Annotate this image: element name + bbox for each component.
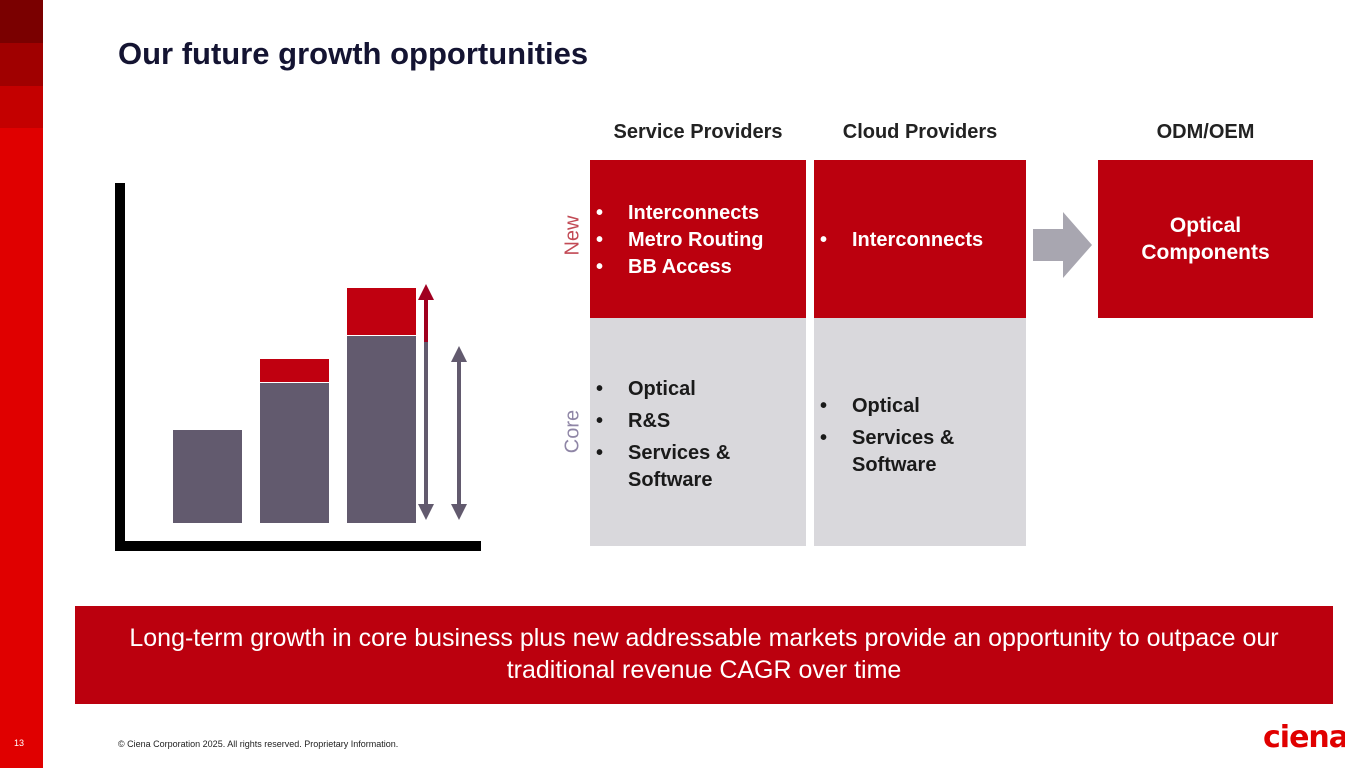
chart-x-axis [115, 541, 481, 551]
chart-bar-core [260, 383, 329, 523]
svg-text:ciena: ciena [1263, 720, 1345, 750]
list-item: Optical [590, 376, 806, 403]
accent-block [0, 43, 43, 86]
list-item: Optical [814, 393, 1026, 420]
row-label-new: New [561, 215, 584, 256]
list-item: Interconnects [590, 200, 806, 227]
cell-cloud-core: Optical Services & Software [814, 318, 1026, 546]
chart-bar-core [347, 336, 416, 523]
chart-bar-new [347, 288, 416, 335]
cell-service-core: Optical R&S Services & Software [590, 318, 806, 546]
right-arrow-icon [1033, 212, 1092, 278]
page-number: 13 [14, 738, 25, 748]
column-header-odm-oem: ODM/OEM [1156, 121, 1255, 143]
chart-y-axis [115, 183, 125, 551]
total-growth-arrow [418, 342, 434, 520]
accent-block [0, 0, 43, 43]
list-item: BB Access [590, 254, 806, 281]
service-core-list: Optical R&S Services & Software [590, 376, 806, 494]
list-item: Interconnects [814, 227, 1026, 254]
cloud-new-list: Interconnects [814, 227, 1026, 254]
chart-bar-core [173, 430, 242, 523]
accent-block [0, 86, 43, 128]
list-item: Services & Software [814, 425, 1026, 479]
summary-banner: Long-term growth in core business plus n… [75, 606, 1333, 704]
column-header-cloud-providers: Cloud Providers [842, 121, 998, 143]
core-growth-arrow [451, 346, 467, 520]
growth-arrows [418, 284, 467, 520]
service-new-list: Interconnects Metro Routing BB Access [590, 200, 806, 281]
list-item: Metro Routing [590, 227, 806, 254]
cloud-core-list: Optical Services & Software [814, 393, 1026, 479]
chart-bar-new [260, 359, 329, 382]
new-growth-arrow [418, 284, 434, 344]
column-header-service-providers: Service Providers [613, 121, 783, 143]
side-accent-bar [0, 0, 43, 768]
cell-cloud-new: Interconnects [814, 160, 1026, 318]
row-label-core: Core [561, 409, 584, 454]
cell-service-new: Interconnects Metro Routing BB Access [590, 160, 806, 318]
ciena-logo: ciena [1263, 720, 1345, 750]
list-item: R&S [590, 408, 806, 435]
slide-title: Our future growth opportunities [118, 36, 589, 71]
copyright-footer: © Ciena Corporation 2025. All rights res… [118, 739, 399, 749]
cell-odm-oem: Optical Components [1098, 160, 1313, 318]
list-item: Services & Software [590, 440, 806, 494]
